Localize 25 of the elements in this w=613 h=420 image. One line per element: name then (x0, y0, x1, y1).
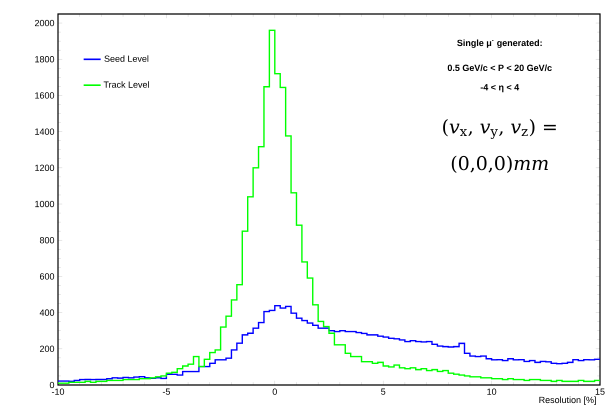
x-tick-label: 5 (381, 388, 386, 395)
x-tick-label: -5 (162, 388, 170, 395)
text: (v$_{x}$, v$_{y}$, v$_{z}$) = (443, 119, 556, 139)
x-tick-label: -10 (52, 388, 64, 395)
y-tick-label: 600 (40, 273, 54, 280)
x-tick-label: 0 (272, 388, 277, 395)
y-tick-label: 2000 (34, 20, 54, 26)
legend-label: Track Level (104, 81, 149, 88)
annotation: (0,0,0)mm (452, 156, 548, 173)
y-tick-label: 1400 (35, 128, 54, 135)
y-tick-label: 1800 (35, 56, 54, 62)
y-tick-label: 400 (40, 309, 54, 316)
x-tick-label: 15 (596, 388, 605, 395)
x-tick-label: 10 (487, 388, 496, 395)
y-tick-label: 800 (40, 237, 54, 244)
y-tick-label: 1200 (35, 164, 54, 172)
annotation: 0.5 GeV/c < P < 20 GeV/c (448, 64, 552, 72)
x-axis-title: Resolution [%] (539, 396, 596, 405)
legend-label: Seed Level (104, 55, 148, 62)
annotation: -4 < η < 4 (480, 84, 520, 92)
y-tick-label: 200 (40, 346, 54, 352)
y-tick-label: 1600 (35, 92, 54, 99)
y-tick-label: 1000 (35, 200, 54, 208)
annotation: Single μ$^{-}$ generated: (457, 39, 542, 48)
y-tick-label: 0 (50, 382, 54, 388)
